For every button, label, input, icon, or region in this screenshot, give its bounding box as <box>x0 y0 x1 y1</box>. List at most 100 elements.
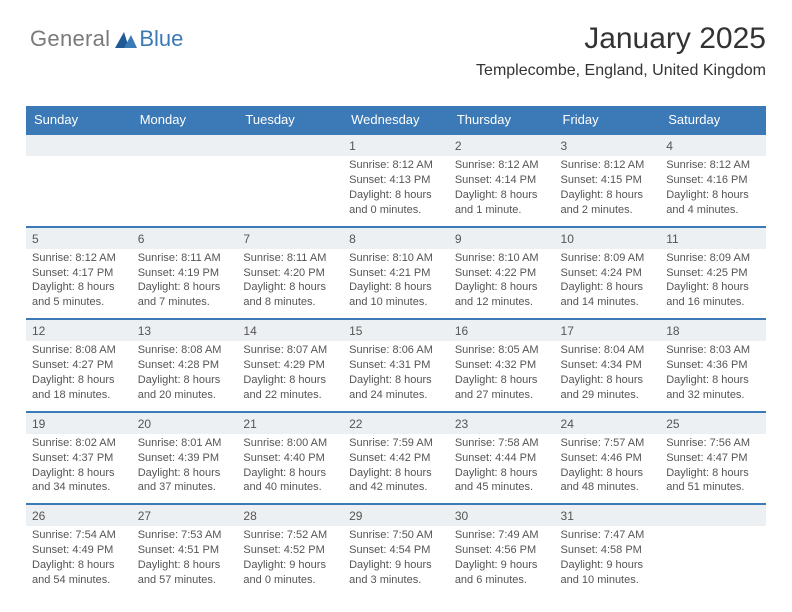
day-number: 3 <box>555 135 661 156</box>
page: General Blue January 2025 Templecombe, E… <box>0 0 792 612</box>
day-text: Sunrise: 8:10 AMSunset: 4:22 PMDaylight:… <box>449 249 555 318</box>
daylight-line: and 8 minutes. <box>243 295 337 310</box>
sunrise-line: Sunrise: 8:12 AM <box>349 158 443 173</box>
sunset-line: Sunset: 4:24 PM <box>561 266 655 281</box>
day-cell-number: 21 <box>237 412 343 434</box>
sunrise-line: Sunrise: 8:08 AM <box>32 343 126 358</box>
week-detail-row: Sunrise: 8:12 AMSunset: 4:17 PMDaylight:… <box>26 249 766 319</box>
daylight-line: and 24 minutes. <box>349 388 443 403</box>
day-number: 25 <box>660 413 766 434</box>
day-cell-detail: Sunrise: 8:12 AMSunset: 4:17 PMDaylight:… <box>26 249 132 319</box>
day-text <box>26 156 132 224</box>
day-text: Sunrise: 8:06 AMSunset: 4:31 PMDaylight:… <box>343 341 449 410</box>
day-cell-number: 8 <box>343 227 449 249</box>
day-number: 24 <box>555 413 661 434</box>
daylight-line: and 2 minutes. <box>561 203 655 218</box>
sunrise-line: Sunrise: 7:59 AM <box>349 436 443 451</box>
day-cell-detail: Sunrise: 7:59 AMSunset: 4:42 PMDaylight:… <box>343 434 449 504</box>
daylight-line: and 20 minutes. <box>138 388 232 403</box>
day-text: Sunrise: 8:10 AMSunset: 4:21 PMDaylight:… <box>343 249 449 318</box>
day-cell-number: 19 <box>26 412 132 434</box>
sunset-line: Sunset: 4:58 PM <box>561 543 655 558</box>
day-text: Sunrise: 8:08 AMSunset: 4:27 PMDaylight:… <box>26 341 132 410</box>
day-cell-number: 24 <box>555 412 661 434</box>
daylight-line: and 7 minutes. <box>138 295 232 310</box>
day-cell-number: 27 <box>132 504 238 526</box>
daylight-line: and 51 minutes. <box>666 480 760 495</box>
sunset-line: Sunset: 4:51 PM <box>138 543 232 558</box>
week-detail-row: Sunrise: 7:54 AMSunset: 4:49 PMDaylight:… <box>26 526 766 595</box>
daylight-line: Daylight: 8 hours <box>561 466 655 481</box>
week-detail-row: Sunrise: 8:08 AMSunset: 4:27 PMDaylight:… <box>26 341 766 411</box>
day-number: 8 <box>343 228 449 249</box>
daylight-line: Daylight: 8 hours <box>32 558 126 573</box>
weekday-header: Tuesday <box>237 106 343 134</box>
sunrise-line: Sunrise: 8:03 AM <box>666 343 760 358</box>
day-cell-number: 18 <box>660 319 766 341</box>
day-number: 2 <box>449 135 555 156</box>
sunrise-line: Sunrise: 8:06 AM <box>349 343 443 358</box>
day-cell-detail: Sunrise: 7:58 AMSunset: 4:44 PMDaylight:… <box>449 434 555 504</box>
daylight-line: and 5 minutes. <box>32 295 126 310</box>
day-number: 20 <box>132 413 238 434</box>
day-cell-number: 31 <box>555 504 661 526</box>
daylight-line: and 32 minutes. <box>666 388 760 403</box>
sunset-line: Sunset: 4:36 PM <box>666 358 760 373</box>
sunset-line: Sunset: 4:54 PM <box>349 543 443 558</box>
daylight-line: Daylight: 8 hours <box>561 373 655 388</box>
day-cell-detail: Sunrise: 8:04 AMSunset: 4:34 PMDaylight:… <box>555 341 661 411</box>
day-cell-detail: Sunrise: 7:47 AMSunset: 4:58 PMDaylight:… <box>555 526 661 595</box>
day-number: 29 <box>343 505 449 526</box>
day-number: 6 <box>132 228 238 249</box>
day-cell-detail: Sunrise: 7:53 AMSunset: 4:51 PMDaylight:… <box>132 526 238 595</box>
daylight-line: and 10 minutes. <box>561 573 655 588</box>
daylight-line: and 16 minutes. <box>666 295 760 310</box>
daylight-line: Daylight: 8 hours <box>561 188 655 203</box>
sunrise-line: Sunrise: 8:05 AM <box>455 343 549 358</box>
sunset-line: Sunset: 4:22 PM <box>455 266 549 281</box>
location-subtitle: Templecombe, England, United Kingdom <box>476 62 766 80</box>
day-cell-number: 13 <box>132 319 238 341</box>
calendar: SundayMondayTuesdayWednesdayThursdayFrid… <box>26 106 766 596</box>
day-number <box>660 505 766 526</box>
day-number: 5 <box>26 228 132 249</box>
sunrise-line: Sunrise: 7:54 AM <box>32 528 126 543</box>
day-cell-number: 9 <box>449 227 555 249</box>
day-text: Sunrise: 7:53 AMSunset: 4:51 PMDaylight:… <box>132 526 238 595</box>
day-number: 26 <box>26 505 132 526</box>
daylight-line: and 0 minutes. <box>349 203 443 218</box>
daylight-line: Daylight: 8 hours <box>666 280 760 295</box>
sunrise-line: Sunrise: 8:10 AM <box>349 251 443 266</box>
sunset-line: Sunset: 4:25 PM <box>666 266 760 281</box>
day-number: 27 <box>132 505 238 526</box>
day-cell-number: 17 <box>555 319 661 341</box>
day-cell-detail: Sunrise: 7:52 AMSunset: 4:52 PMDaylight:… <box>237 526 343 595</box>
sunset-line: Sunset: 4:44 PM <box>455 451 549 466</box>
week-number-row: 567891011 <box>26 227 766 249</box>
sunset-line: Sunset: 4:47 PM <box>666 451 760 466</box>
day-text: Sunrise: 8:11 AMSunset: 4:19 PMDaylight:… <box>132 249 238 318</box>
day-cell-number <box>660 504 766 526</box>
day-cell-detail: Sunrise: 8:10 AMSunset: 4:22 PMDaylight:… <box>449 249 555 319</box>
day-cell-detail: Sunrise: 8:12 AMSunset: 4:15 PMDaylight:… <box>555 156 661 226</box>
day-text: Sunrise: 8:12 AMSunset: 4:14 PMDaylight:… <box>449 156 555 225</box>
sunset-line: Sunset: 4:40 PM <box>243 451 337 466</box>
day-cell-detail: Sunrise: 8:10 AMSunset: 4:21 PMDaylight:… <box>343 249 449 319</box>
sunset-line: Sunset: 4:31 PM <box>349 358 443 373</box>
day-number: 1 <box>343 135 449 156</box>
day-number: 16 <box>449 320 555 341</box>
day-cell-detail: Sunrise: 8:12 AMSunset: 4:14 PMDaylight:… <box>449 156 555 226</box>
sunset-line: Sunset: 4:39 PM <box>138 451 232 466</box>
day-cell-detail <box>26 156 132 226</box>
daylight-line: Daylight: 8 hours <box>349 466 443 481</box>
daylight-line: Daylight: 8 hours <box>32 280 126 295</box>
day-cell-detail: Sunrise: 7:50 AMSunset: 4:54 PMDaylight:… <box>343 526 449 595</box>
day-cell-detail: Sunrise: 7:54 AMSunset: 4:49 PMDaylight:… <box>26 526 132 595</box>
day-cell-detail: Sunrise: 8:06 AMSunset: 4:31 PMDaylight:… <box>343 341 449 411</box>
day-cell-number: 5 <box>26 227 132 249</box>
day-text: Sunrise: 8:02 AMSunset: 4:37 PMDaylight:… <box>26 434 132 503</box>
sunset-line: Sunset: 4:37 PM <box>32 451 126 466</box>
day-text: Sunrise: 7:54 AMSunset: 4:49 PMDaylight:… <box>26 526 132 595</box>
sunset-line: Sunset: 4:21 PM <box>349 266 443 281</box>
weekday-header: Wednesday <box>343 106 449 134</box>
